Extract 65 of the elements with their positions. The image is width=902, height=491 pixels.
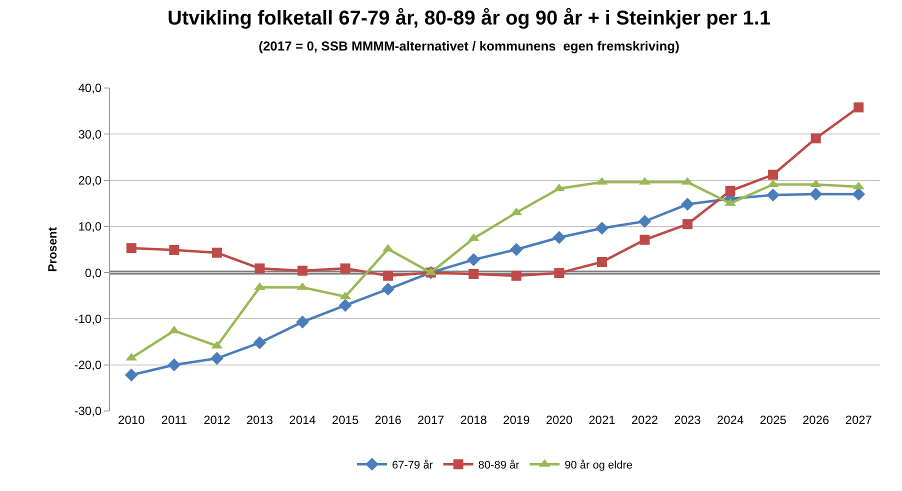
y-tick-label: 30,0: [78, 127, 102, 142]
y-axis-title: Prosent: [46, 227, 60, 272]
x-tick-label: 2019: [503, 413, 530, 427]
point: [681, 198, 694, 211]
point: [554, 268, 564, 278]
point: [595, 222, 608, 235]
point: [467, 253, 480, 266]
x-tick-label: 2026: [802, 413, 830, 427]
point: [210, 352, 224, 365]
point: [596, 256, 607, 267]
x-tick-label: 2022: [631, 413, 658, 427]
y-tick-label: 10,0: [78, 220, 102, 234]
x-tick-label: 2010: [118, 413, 146, 427]
x-tick-label: 2021: [588, 413, 616, 427]
point: [253, 336, 266, 350]
point: [510, 243, 523, 256]
point: [638, 214, 652, 228]
y-tick-label: -10,0: [74, 312, 102, 326]
chart-subtitle: (2017 = 0, SSB MMMM-alternativet / kommunens egen fremskriving): [258, 38, 680, 54]
x-tick-label: 2012: [204, 413, 231, 427]
y-tick-label: 0,0: [84, 266, 102, 280]
legend-label: 90 år og eldre: [564, 460, 633, 472]
point: [552, 231, 566, 244]
x-tick-label: 2025: [760, 413, 787, 427]
x-tick-label: 2015: [332, 413, 359, 427]
point: [809, 188, 822, 201]
x-tick-label: 2023: [674, 413, 702, 427]
point: [212, 248, 222, 258]
point: [338, 298, 352, 312]
point: [852, 188, 866, 201]
point: [340, 263, 350, 274]
point: [168, 358, 181, 372]
y-tick-label: 20,0: [78, 173, 102, 188]
y-tick-label: -30,0: [74, 404, 102, 418]
x-tick-label: 2027: [845, 413, 872, 427]
x-tick-label: 2014: [289, 413, 316, 427]
x-tick-label: 2020: [546, 413, 573, 427]
point: [254, 263, 265, 274]
y-tick-label: -20,0: [74, 358, 102, 372]
x-tick-label: 2024: [716, 413, 744, 427]
point: [725, 186, 736, 196]
x-tick-label: 2017: [417, 413, 444, 427]
point: [810, 133, 821, 144]
point: [382, 282, 395, 296]
point: [682, 219, 692, 230]
point: [298, 266, 308, 276]
point: [768, 170, 778, 180]
point: [296, 315, 309, 328]
x-tick-label: 2016: [374, 413, 402, 427]
legend-label: 67-79 år: [392, 460, 434, 472]
chart-title: Utvikling folketall 67-79 år, 80-89 år og 90 år + i Steinkjer per 1.1: [168, 8, 771, 30]
point: [383, 270, 394, 281]
y-tick-label: 40,0: [78, 81, 102, 96]
point: [169, 244, 180, 255]
point: [854, 102, 864, 112]
legend-label: 80-89 år: [478, 460, 520, 472]
point: [126, 243, 136, 254]
x-tick-label: 2018: [460, 413, 488, 427]
point: [766, 188, 780, 202]
point: [468, 268, 479, 279]
point: [124, 368, 138, 382]
point: [511, 270, 522, 281]
point: [640, 234, 650, 245]
x-tick-label: 2011: [161, 413, 188, 427]
x-tick-label: 2013: [246, 413, 274, 427]
